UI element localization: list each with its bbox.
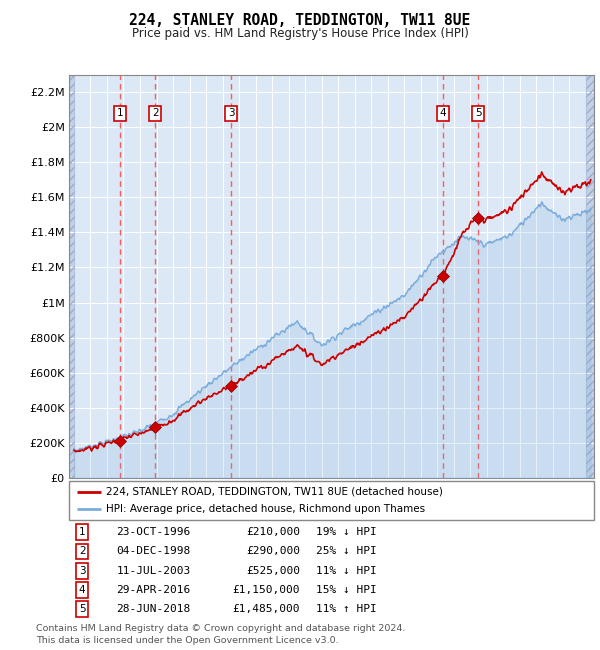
Text: HPI: Average price, detached house, Richmond upon Thames: HPI: Average price, detached house, Rich… <box>106 504 425 514</box>
Text: 04-DEC-1998: 04-DEC-1998 <box>116 547 191 556</box>
Text: 11-JUL-2003: 11-JUL-2003 <box>116 566 191 576</box>
Text: 3: 3 <box>228 109 235 118</box>
Text: 29-APR-2016: 29-APR-2016 <box>116 585 191 595</box>
Text: 5: 5 <box>475 109 482 118</box>
FancyBboxPatch shape <box>69 481 594 520</box>
Text: 1: 1 <box>79 527 85 537</box>
Text: 4: 4 <box>439 109 446 118</box>
Text: 25% ↓ HPI: 25% ↓ HPI <box>316 547 377 556</box>
Text: 5: 5 <box>79 604 85 614</box>
Text: 224, STANLEY ROAD, TEDDINGTON, TW11 8UE (detached house): 224, STANLEY ROAD, TEDDINGTON, TW11 8UE … <box>106 487 443 497</box>
Bar <box>586 75 594 478</box>
Text: £1,485,000: £1,485,000 <box>233 604 300 614</box>
Bar <box>69 75 74 478</box>
Text: Contains HM Land Registry data © Crown copyright and database right 2024.: Contains HM Land Registry data © Crown c… <box>36 624 406 633</box>
Text: 19% ↓ HPI: 19% ↓ HPI <box>316 527 377 537</box>
Text: 15% ↓ HPI: 15% ↓ HPI <box>316 585 377 595</box>
Bar <box>586 75 594 478</box>
Text: £1,150,000: £1,150,000 <box>233 585 300 595</box>
Text: 11% ↓ HPI: 11% ↓ HPI <box>316 566 377 576</box>
Text: This data is licensed under the Open Government Licence v3.0.: This data is licensed under the Open Gov… <box>36 636 338 645</box>
Text: 1: 1 <box>117 109 124 118</box>
Text: 28-JUN-2018: 28-JUN-2018 <box>116 604 191 614</box>
Text: 224, STANLEY ROAD, TEDDINGTON, TW11 8UE: 224, STANLEY ROAD, TEDDINGTON, TW11 8UE <box>130 13 470 28</box>
Text: £210,000: £210,000 <box>246 527 300 537</box>
Text: 2: 2 <box>79 547 85 556</box>
Text: £525,000: £525,000 <box>246 566 300 576</box>
Text: Price paid vs. HM Land Registry's House Price Index (HPI): Price paid vs. HM Land Registry's House … <box>131 27 469 40</box>
Text: 23-OCT-1996: 23-OCT-1996 <box>116 527 191 537</box>
Text: 4: 4 <box>79 585 85 595</box>
Bar <box>69 75 74 478</box>
Text: 3: 3 <box>79 566 85 576</box>
Text: 11% ↑ HPI: 11% ↑ HPI <box>316 604 377 614</box>
Text: £290,000: £290,000 <box>246 547 300 556</box>
Text: 2: 2 <box>152 109 158 118</box>
